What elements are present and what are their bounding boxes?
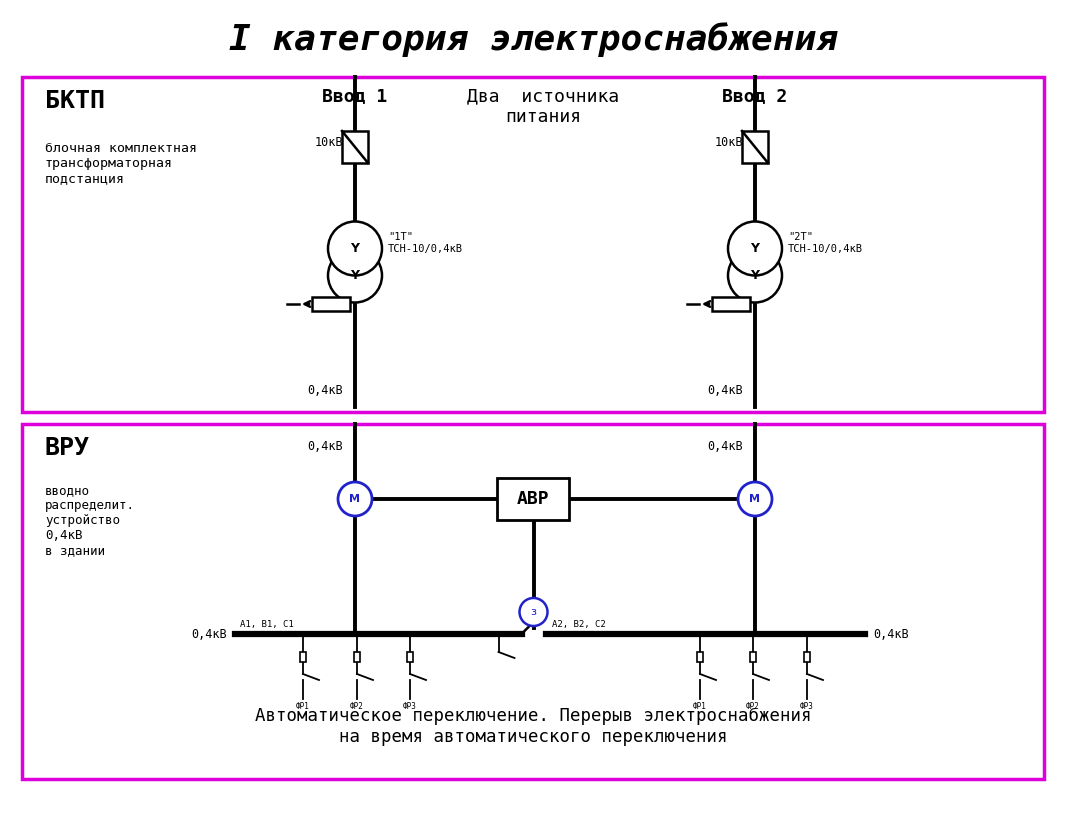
Text: з: з <box>530 607 537 617</box>
Text: 0,4кВ: 0,4кВ <box>707 383 743 396</box>
Text: Ввод 1: Ввод 1 <box>322 87 387 105</box>
Text: "2T"
ТСН-10/0,4кВ: "2T" ТСН-10/0,4кВ <box>789 232 863 253</box>
Bar <box>22 424 1044 779</box>
Bar <box>805 652 810 662</box>
Text: М: М <box>749 494 761 504</box>
Circle shape <box>328 248 382 302</box>
Text: 10кВ: 10кВ <box>315 136 343 150</box>
Text: вводно
распределит.
устройство
0,4кВ
в здании: вводно распределит. устройство 0,4кВ в з… <box>45 484 136 557</box>
Text: Y: Y <box>750 242 760 255</box>
Bar <box>750 652 757 662</box>
Text: БКТП: БКТП <box>45 89 105 113</box>
Text: ФР1: ФР1 <box>296 702 309 711</box>
Text: I категория электроснабжения: I категория электроснабжения <box>229 22 838 57</box>
Bar <box>697 652 703 662</box>
Circle shape <box>728 221 782 275</box>
Circle shape <box>728 248 782 302</box>
Text: блочная комплектная
трансформаторная
подстанция: блочная комплектная трансформаторная под… <box>45 142 197 185</box>
Text: А1, В1, С1: А1, В1, С1 <box>240 620 293 629</box>
Text: "1T"
ТСН-10/0,4кВ: "1T" ТСН-10/0,4кВ <box>388 232 463 253</box>
Bar <box>22 77 1044 412</box>
Text: 0,4кВ: 0,4кВ <box>307 440 343 453</box>
Text: Y: Y <box>350 242 360 255</box>
Text: А2, В2, С2: А2, В2, С2 <box>552 620 605 629</box>
Bar <box>712 297 750 311</box>
Circle shape <box>520 598 547 626</box>
Bar <box>354 652 360 662</box>
Circle shape <box>338 482 372 516</box>
Bar <box>407 652 413 662</box>
Bar <box>312 297 350 311</box>
Circle shape <box>738 482 773 516</box>
Bar <box>497 478 570 520</box>
Text: ФР1: ФР1 <box>694 702 707 711</box>
Text: 10кВ: 10кВ <box>715 136 743 150</box>
Text: АВР: АВР <box>517 490 550 508</box>
Bar <box>343 131 368 163</box>
Text: М: М <box>350 494 361 504</box>
Text: 0,4кВ: 0,4кВ <box>873 627 909 641</box>
Text: Y: Y <box>750 269 760 282</box>
Text: Ввод 2: Ввод 2 <box>722 87 787 105</box>
Text: ФР3: ФР3 <box>403 702 417 711</box>
Text: ФР2: ФР2 <box>350 702 364 711</box>
Text: Автоматическое переключение. Перерыв электроснабжения
на время автоматического п: Автоматическое переключение. Перерыв эле… <box>255 707 812 746</box>
Text: ВРУ: ВРУ <box>45 436 90 460</box>
Circle shape <box>328 221 382 275</box>
Text: ФР2: ФР2 <box>746 702 760 711</box>
Text: Y: Y <box>350 269 360 282</box>
Text: 0,4кВ: 0,4кВ <box>707 440 743 453</box>
Text: 0,4кВ: 0,4кВ <box>191 627 227 641</box>
Text: ФР3: ФР3 <box>800 702 814 711</box>
Bar <box>742 131 768 163</box>
Text: 0,4кВ: 0,4кВ <box>307 383 343 396</box>
Text: Два  источника
питания: Два источника питания <box>467 87 620 126</box>
Bar <box>300 652 306 662</box>
